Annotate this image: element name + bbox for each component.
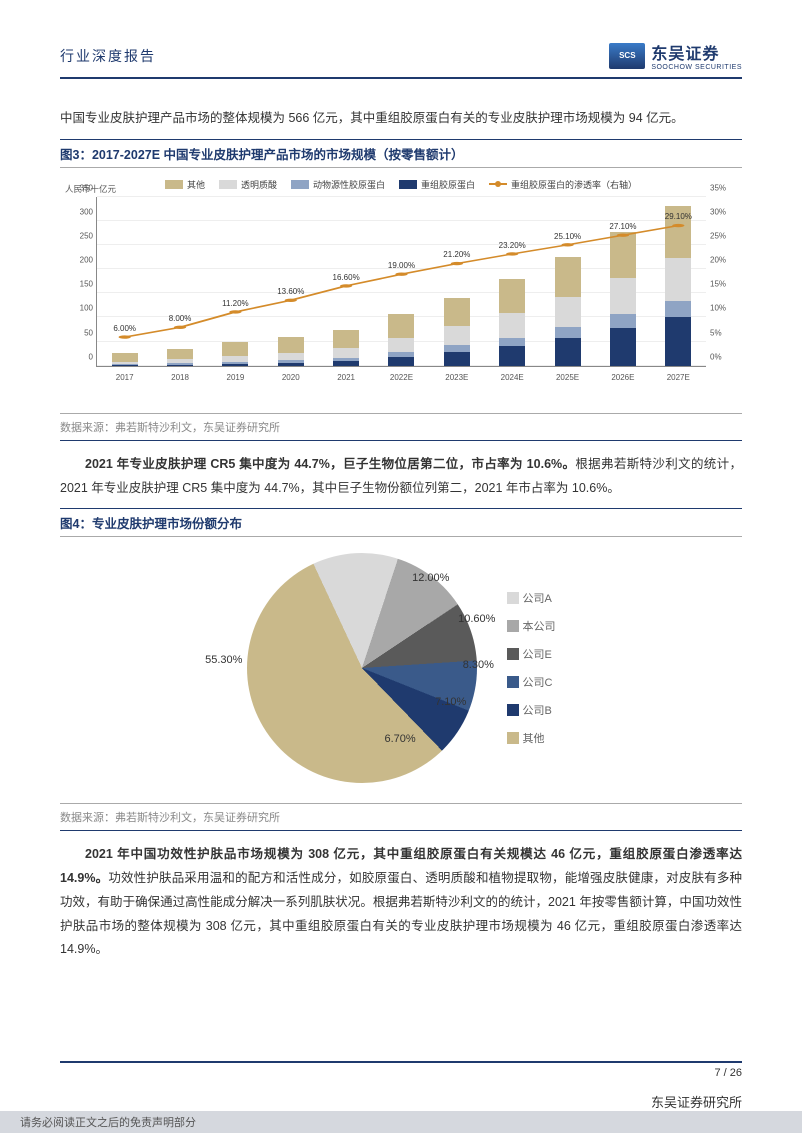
logo-mark-icon: SCS <box>609 43 645 69</box>
legend-item: 重组胶原蛋白的渗透率（右轴） <box>489 178 637 191</box>
line-data-label: 13.60% <box>277 287 304 296</box>
x-tick-label: 2017 <box>116 373 134 382</box>
y-tick-left: 250 <box>65 232 93 241</box>
bar-group: 2022E <box>388 314 414 365</box>
y-tick-right: 35% <box>710 183 738 192</box>
pie-slice-label: 8.30% <box>463 659 494 671</box>
line-data-label: 29.10% <box>665 212 692 221</box>
y-tick-left: 0 <box>65 352 93 361</box>
bar-group: 2027E <box>665 206 691 366</box>
legend-item: 透明质酸 <box>219 178 277 191</box>
line-data-label: 27.10% <box>609 222 636 231</box>
y-tick-right: 0% <box>710 352 738 361</box>
line-data-label: 23.20% <box>499 241 526 250</box>
x-tick-label: 2025E <box>556 373 579 382</box>
line-data-label: 8.00% <box>169 314 192 323</box>
x-tick-label: 2024E <box>501 373 524 382</box>
pie-legend-item: 公司E <box>507 646 556 662</box>
bar-group: 2025E <box>555 257 581 366</box>
paragraph-1: 中国专业皮肤护理产品市场的整体规模为 566 亿元，其中重组胶原蛋白有关的专业皮… <box>60 107 742 131</box>
bar-group: 2024E <box>499 279 525 365</box>
figure-4-chart: 12.00% 10.60% 8.30% 7.10% 6.70% 55.30% 公司A 本公司… <box>60 537 742 803</box>
bar-group: 2018 <box>167 349 193 366</box>
x-tick-label: 2026E <box>611 373 634 382</box>
pie-slice-label: 6.70% <box>385 733 416 745</box>
y-tick-left: 100 <box>65 304 93 313</box>
logo-text-cn: 东吴证券 <box>651 40 742 64</box>
y-tick-right: 5% <box>710 328 738 337</box>
line-data-label: 6.00% <box>113 324 136 333</box>
y-tick-left: 50 <box>65 328 93 337</box>
bar-group: 2017 <box>112 353 138 366</box>
y-tick-left: 200 <box>65 256 93 265</box>
y-tick-left: 300 <box>65 207 93 216</box>
figure-3-title: 图3：2017-2027E 中国专业皮肤护理产品市场的市场规模（按零售额计） <box>60 139 742 168</box>
x-tick-label: 2019 <box>226 373 244 382</box>
paragraph-3: 2021 年中国功效性护肤品市场规模为 308 亿元，其中重组胶原蛋白有关规模达… <box>60 843 742 962</box>
pie-slice-label: 55.30% <box>205 654 242 666</box>
bar-group: 2021 <box>333 330 359 366</box>
x-tick-label: 2018 <box>171 373 189 382</box>
figure-3-chart: 其他透明质酸动物源性胶原蛋白重组胶原蛋白重组胶原蛋白的渗透率（右轴） 人民币十亿… <box>60 168 742 413</box>
x-tick-label: 2020 <box>282 373 300 382</box>
footer-institute: 东吴证券研究所 <box>651 1092 742 1111</box>
bar-group: 2026E <box>610 232 636 366</box>
x-tick-label: 2027E <box>667 373 690 382</box>
figure-4-source: 数据来源：弗若斯特沙利文，东吴证券研究所 <box>60 803 742 831</box>
line-data-label: 21.20% <box>443 250 470 259</box>
legend-item: 动物源性胶原蛋白 <box>291 178 385 191</box>
bar-group: 2023E <box>444 298 470 366</box>
x-tick-label: 2021 <box>337 373 355 382</box>
pie-legend-item: 公司B <box>507 702 556 718</box>
line-data-label: 16.60% <box>333 273 360 282</box>
line-data-label: 11.20% <box>222 299 249 308</box>
page-header: 行业深度报告 SCS 东吴证券 SOOCHOW SECURITIES <box>60 40 742 79</box>
figure-3-source: 数据来源：弗若斯特沙利文，东吴证券研究所 <box>60 413 742 441</box>
y-tick-right: 20% <box>710 256 738 265</box>
pie-legend-item: 公司C <box>507 674 556 690</box>
page-footer: 7 / 26 <box>60 1061 742 1079</box>
pie-chart <box>247 553 477 783</box>
pie-legend-item: 公司A <box>507 590 556 606</box>
pie-slice-label: 12.00% <box>412 572 449 584</box>
pie-slice-label: 7.10% <box>435 696 466 708</box>
line-data-label: 19.00% <box>388 261 415 270</box>
disclaimer-bar: 请务必阅读正文之后的免责声明部分 <box>0 1111 802 1133</box>
logo-text-en: SOOCHOW SECURITIES <box>651 64 742 71</box>
y-tick-right: 15% <box>710 280 738 289</box>
bar-group: 2020 <box>278 337 304 366</box>
y-tick-right: 25% <box>710 232 738 241</box>
legend-item: 其他 <box>165 178 205 191</box>
y-tick-left: 350 <box>65 183 93 192</box>
report-type-title: 行业深度报告 <box>60 46 156 66</box>
legend-item: 重组胶原蛋白 <box>399 178 475 191</box>
y-tick-left: 150 <box>65 280 93 289</box>
page-number: 7 / 26 <box>714 1067 742 1079</box>
x-tick-label: 2022E <box>390 373 413 382</box>
pie-legend: 公司A 本公司公司E 公司C 公司B 其他 <box>507 590 556 746</box>
pie-slice-label: 10.60% <box>458 613 495 625</box>
line-data-label: 25.10% <box>554 232 581 241</box>
y-tick-right: 30% <box>710 207 738 216</box>
pie-legend-item: 本公司 <box>507 618 556 634</box>
bar-group: 2019 <box>222 342 248 365</box>
company-logo: SCS 东吴证券 SOOCHOW SECURITIES <box>609 40 742 71</box>
pie-legend-item: 其他 <box>507 730 556 746</box>
y-tick-right: 10% <box>710 304 738 313</box>
paragraph-2: 2021 年专业皮肤护理 CR5 集中度为 44.7%，巨子生物位居第二位，市占… <box>60 453 742 501</box>
x-tick-label: 2023E <box>445 373 468 382</box>
figure-4-title: 图4：专业皮肤护理市场份额分布 <box>60 508 742 537</box>
